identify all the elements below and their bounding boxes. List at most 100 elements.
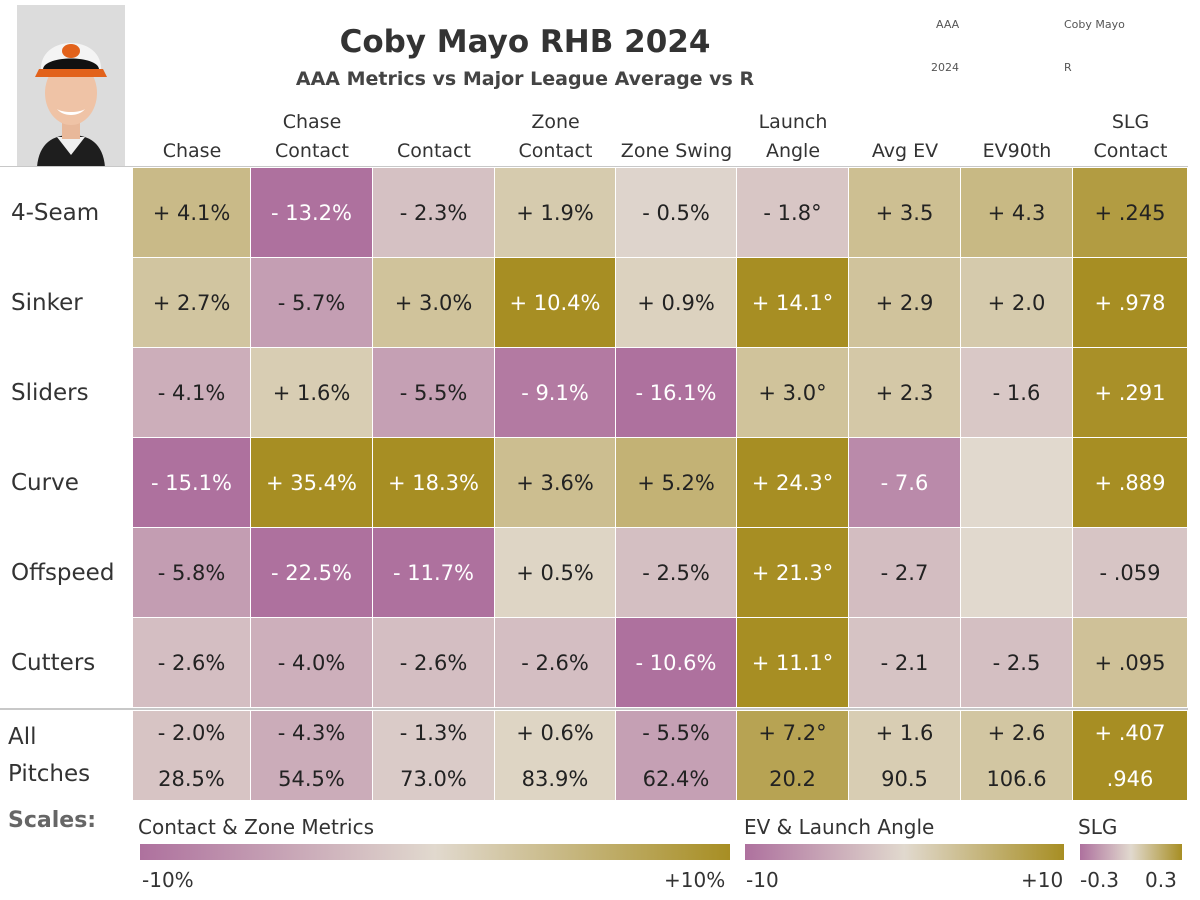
cell-4-seam-ev90: + 4.3 [961,168,1073,258]
column-header-line1: SLG [1111,111,1150,133]
player-photo [17,5,125,167]
column-header-avg_ev: Avg EV [849,108,961,166]
total-actual-value: 62.4% [642,766,710,791]
scale-bar-slg [1080,844,1182,860]
total-label-line2: Pitches [8,761,91,787]
cell-total-chase_contact: - 4.3% 54.5% [251,711,373,801]
cell-4-seam-slg: + .245 [1073,168,1188,258]
cell-cutters-avg_ev: - 2.1 [849,618,961,708]
row-header-offspeed: Offspeed [11,560,115,586]
cell-cutters-chase: - 2.6% [133,618,251,708]
cell-sinker-avg_ev: + 2.9 [849,258,961,348]
cell-sinker-slg: + .978 [1073,258,1188,348]
scale-bar-pct [140,844,730,860]
total-actual-value: 54.5% [278,766,345,791]
cell-sinker-launch_angle: + 14.1° [737,258,849,348]
cell-sinker-contact: + 3.0% [373,258,495,348]
cell-curve-ev90 [961,438,1073,528]
total-diff-value: + 1.6 [875,720,934,745]
total-actual-value: 90.5 [881,766,928,791]
column-header-line2: EV90th [982,140,1052,162]
row-header-cutters: Cutters [11,650,96,676]
cell-curve-zone_swing: + 5.2% [616,438,737,528]
cell-total-chase: - 2.0% 28.5% [133,711,251,801]
total-actual-value: 28.5% [158,766,225,791]
cell-curve-zone_contact: + 3.6% [495,438,616,528]
cell-4-seam-zone_contact: + 1.9% [495,168,616,258]
column-header-line2: Zone Swing [620,140,733,162]
cell-offspeed-chase: - 5.8% [133,528,251,618]
total-diff-value: - 1.3% [399,720,468,745]
cell-offspeed-launch_angle: + 21.3° [737,528,849,618]
scale-ev-max: +10 [1021,868,1064,892]
row-header-4-seam: 4-Seam [11,200,100,226]
meta-level: AAA [936,18,960,31]
column-header-line2: Contact [1093,140,1168,162]
column-header-contact: Contact [373,108,495,166]
cell-4-seam-launch_angle: - 1.8° [737,168,849,258]
scale-pct-min: -10% [142,868,194,892]
scale-slg-max: 0.3 [1145,868,1177,892]
cell-sinker-chase_contact: - 5.7% [251,258,373,348]
total-actual-value: .946 [1106,766,1154,791]
cell-sliders-zone_swing: - 16.1% [616,348,737,438]
cell-sliders-contact: - 5.5% [373,348,495,438]
cell-sliders-chase: - 4.1% [133,348,251,438]
row-header-sliders: Sliders [11,380,89,406]
scale-label-slg: SLG [1078,815,1118,839]
cell-sliders-chase_contact: + 1.6% [251,348,373,438]
cell-sliders-slg: + .291 [1073,348,1188,438]
column-header-line2: Avg EV [871,140,939,162]
column-header-line1: Zone [531,111,580,133]
cell-cutters-contact: - 2.6% [373,618,495,708]
cell-total-slg: + .407 .946 [1073,711,1188,801]
total-diff-value: + 0.6% [516,720,594,745]
scales-title: Scales: [8,808,97,833]
total-actual-value: 106.6 [986,766,1047,791]
column-header-chase_contact: Chase Contact [251,108,373,166]
total-actual-value: 20.2 [769,766,816,791]
total-divider [0,708,1188,710]
cell-total-zone_swing: - 5.5% 62.4% [616,711,737,801]
chart-subtitle: AAA Metrics vs Major League Average vs R [295,68,755,90]
scale-slg-min: -0.3 [1080,868,1120,892]
cell-sinker-zone_contact: + 10.4% [495,258,616,348]
cell-sinker-chase: + 2.7% [133,258,251,348]
cell-cutters-zone_swing: - 10.6% [616,618,737,708]
row-header-curve: Curve [11,470,79,496]
cell-total-ev90: + 2.6 106.6 [961,711,1073,801]
cell-4-seam-chase: + 4.1% [133,168,251,258]
cell-curve-chase: - 15.1% [133,438,251,528]
row-header-all-pitches: All Pitches [0,711,133,801]
column-header-launch_angle: Launch Angle [737,108,849,166]
cell-curve-contact: + 18.3% [373,438,495,528]
cell-curve-slg: + .889 [1073,438,1188,528]
cell-cutters-ev90: - 2.5 [961,618,1073,708]
cell-total-launch_angle: + 7.2° 20.2 [737,711,849,801]
total-actual-value: 73.0% [400,766,467,791]
cell-4-seam-zone_swing: - 0.5% [616,168,737,258]
row-header-sinker: Sinker [11,290,83,316]
cell-sinker-ev90: + 2.0 [961,258,1073,348]
scale-label-pct: Contact & Zone Metrics [138,815,374,839]
cell-sinker-zone_swing: + 0.9% [616,258,737,348]
chart-title: Coby Mayo RHB 2024 [339,24,711,60]
cell-offspeed-slg: - .059 [1073,528,1188,618]
meta-player: Coby Mayo [1064,18,1125,31]
cell-offspeed-zone_swing: - 2.5% [616,528,737,618]
column-header-line2: Contact [275,140,349,162]
column-header-line1: Chase [282,111,342,133]
cell-cutters-launch_angle: + 11.1° [737,618,849,708]
total-diff-value: - 2.0% [157,720,226,745]
total-diff-value: - 4.3% [277,720,346,745]
cell-total-avg_ev: + 1.6 90.5 [849,711,961,801]
total-diff-value: + 2.6 [987,720,1046,745]
scale-pct-max: +10% [664,868,726,892]
column-header-slg: SLG Contact [1073,108,1188,166]
column-header-line1: Launch [758,111,828,133]
cell-4-seam-chase_contact: - 13.2% [251,168,373,258]
column-header-line2: Chase [162,140,222,162]
total-diff-value: - 5.5% [642,720,710,745]
cell-cutters-zone_contact: - 2.6% [495,618,616,708]
scale-label-ev: EV & Launch Angle [744,815,935,839]
